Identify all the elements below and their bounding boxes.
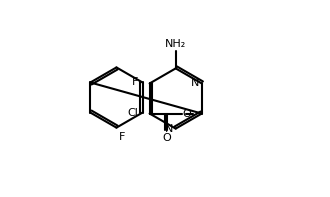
Text: NH₂: NH₂: [165, 39, 186, 49]
Text: N: N: [164, 124, 173, 134]
Text: F: F: [118, 132, 125, 141]
Text: N: N: [190, 78, 199, 88]
Text: Cl: Cl: [128, 108, 139, 118]
Text: O: O: [182, 109, 191, 119]
Text: F: F: [132, 77, 139, 87]
Text: O: O: [163, 133, 172, 143]
